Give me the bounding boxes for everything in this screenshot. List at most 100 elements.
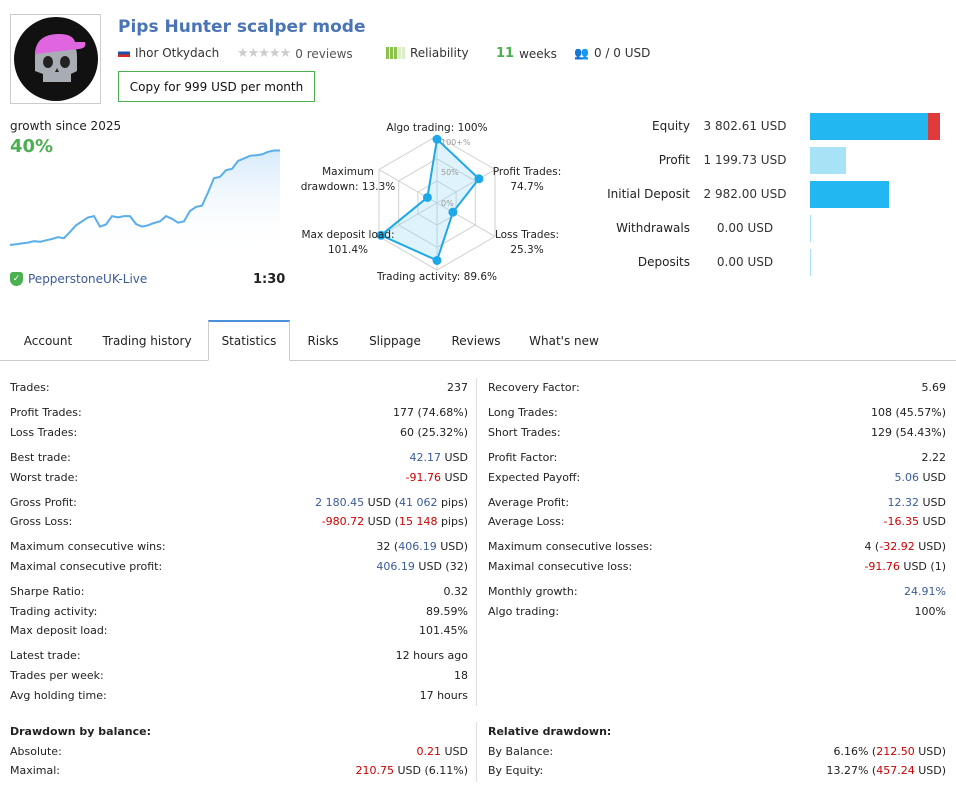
stat-value-part: 13.27% ( (826, 764, 877, 778)
author-name[interactable]: Ihor Otkydach (135, 46, 220, 60)
stat-value-part: USD (918, 515, 946, 529)
radar-axis-label: Max deposit load: 101.4% (301, 229, 394, 256)
stat-label: Trades: (10, 381, 50, 395)
stat-value-part: 406.19 (376, 560, 415, 574)
stat-row: Sharpe Ratio: 0.32 (10, 582, 468, 602)
radar-point (448, 207, 458, 217)
finance-bar (810, 180, 890, 208)
tab-statistics[interactable]: Statistics (208, 320, 290, 361)
stat-value: 177 (74.68%) (393, 406, 468, 419)
stat-row: By Equity: 13.27% (457.24 USD) (488, 761, 946, 781)
stat-value-part: 2.22 (921, 451, 947, 465)
stat-value: 13.27% (457.24 USD) (826, 764, 946, 777)
skull-logo-icon (13, 17, 98, 101)
stat-value-part: USD) (914, 764, 946, 778)
stat-label: Loss Trades: (10, 425, 78, 439)
stat-row: Worst trade: -91.76 USD (10, 467, 468, 487)
stat-value-part: 0.32 (443, 585, 469, 599)
stat-row: Average Profit: 12.32 USD (488, 492, 946, 512)
finance-bar (810, 214, 811, 242)
avatar (10, 14, 101, 104)
reviews-count[interactable]: 0 reviews (295, 46, 353, 61)
rating[interactable]: ★★★★★ 0 reviews (237, 46, 353, 61)
stat-label: Maximum consecutive losses: (488, 540, 653, 554)
section-title: Relative drawdown: (488, 725, 612, 739)
stat-row: Gross Loss: -980.72 USD (15 148 pips) (10, 512, 468, 532)
stat-row: Maximal consecutive loss: -91.76 USD (1) (488, 557, 946, 577)
stat-value: -91.76 USD (1) (864, 560, 946, 573)
stat-row: Best trade: 42.17 USD (10, 448, 468, 468)
radar-tick-label: 50% (441, 168, 459, 177)
broker-name[interactable]: PepperstoneUK-Live (28, 272, 148, 286)
radar-chart: 100+% 50% 0% Algo trading: 100% Profit Trade… (301, 122, 562, 283)
stat-row: Algo trading: 100% (488, 601, 946, 621)
stat-row: Trades per week: 18 (10, 666, 468, 686)
stat-row: Recovery Factor: 5.69 (488, 378, 946, 398)
value-bar (810, 214, 811, 242)
stat-label: Gross Profit: (10, 495, 77, 509)
stat-value-part: 406.19 (398, 540, 437, 554)
stat-value-part: -980.72 (321, 515, 365, 529)
stat-value: -980.72 USD (15 148 pips) (322, 515, 468, 528)
stat-label: Short Trades: (488, 425, 561, 439)
tab-account[interactable]: Account (23, 333, 73, 348)
stat-row: Long Trades: 108 (45.57%) (488, 403, 946, 423)
subscribers: 👥 0 / 0 USD (574, 46, 650, 60)
radar-axis (436, 169, 496, 204)
stat-value: 12 hours ago (396, 649, 468, 662)
tab-slippage[interactable]: Slippage (369, 333, 421, 348)
stat-value-part: -32.92 (879, 540, 915, 554)
finance-bar (810, 112, 940, 140)
stat-row: Monthly growth: 24.91% (488, 582, 946, 602)
finance-row: Profit 1 199.73 USD (600, 146, 950, 174)
stat-value-part: 101.45% (419, 624, 468, 638)
stat-value-part: 457.24 (876, 764, 915, 778)
stat-row: Maximum consecutive wins: 32 (406.19 USD) (10, 537, 468, 557)
finance-label: Profit (658, 153, 690, 167)
stat-row: Latest trade: 12 hours ago (10, 646, 468, 666)
tab-reviews[interactable]: Reviews (451, 333, 501, 348)
drawdown-bar (928, 112, 940, 140)
signal-title[interactable]: Pips Hunter scalper mode (118, 17, 366, 37)
stat-label: Profit Trades: (10, 406, 82, 420)
radar-axis-label: Profit Trades: 74.7% (493, 166, 561, 193)
finance-value: 3 802.61 USD (703, 119, 787, 133)
stat-value: 4 (-32.92 USD) (864, 540, 946, 553)
stat-label: Trading activity: (10, 604, 98, 618)
tab-risks[interactable]: Risks (307, 333, 339, 348)
stat-value-part: 60 (25.32%) (399, 425, 468, 439)
tab-trading-history[interactable]: Trading history (102, 333, 192, 348)
stat-value-part: 5.69 (921, 381, 947, 395)
stat-label: Algo trading: (488, 604, 560, 618)
equity-bar (810, 112, 928, 140)
radar-tick-label: 100+% (441, 138, 471, 147)
stat-value-part: 89.59% (426, 604, 468, 618)
finance-row: Initial Deposit 2 982.00 USD (600, 180, 950, 208)
stat-value: 42.17 USD (409, 451, 468, 464)
stat-row: Maximum consecutive losses: 4 (-32.92 USD… (488, 537, 946, 557)
finance-row: Equity 3 802.61 USD (600, 112, 950, 140)
stat-value-part: 212.50 (876, 744, 915, 758)
stat-label: Max deposit load: (10, 624, 108, 638)
stat-value: 18 (454, 669, 468, 682)
finance-label: Deposits (637, 255, 690, 269)
stat-value-part: 41 062 (398, 495, 438, 509)
radar-point (474, 174, 484, 184)
stat-value-part: pips) (437, 495, 468, 509)
broker[interactable]: ✓ PepperstoneUK-Live (10, 272, 147, 286)
finance-bar (810, 248, 811, 276)
stat-value: -16.35 USD (884, 515, 946, 528)
growth-chart[interactable] (10, 135, 282, 255)
stat-value: 12.32 USD (887, 496, 946, 509)
copy-subscribe-button[interactable]: Copy for 999 USD per month (118, 71, 315, 102)
stat-value: 2.22 (922, 451, 947, 464)
stat-label: Expected Payoff: (488, 470, 581, 484)
stat-value: 237 (447, 381, 468, 394)
star-rating-icon: ★★★★★ (237, 46, 291, 61)
stat-value: 101.45% (419, 624, 468, 637)
author[interactable]: Ihor Otkydach (118, 46, 219, 60)
stat-value-part: 15 148 (398, 515, 438, 529)
reliability: Reliability (386, 46, 469, 60)
finance-label: Equity (652, 119, 690, 133)
tab-what-s-new[interactable]: What's new (529, 333, 599, 348)
